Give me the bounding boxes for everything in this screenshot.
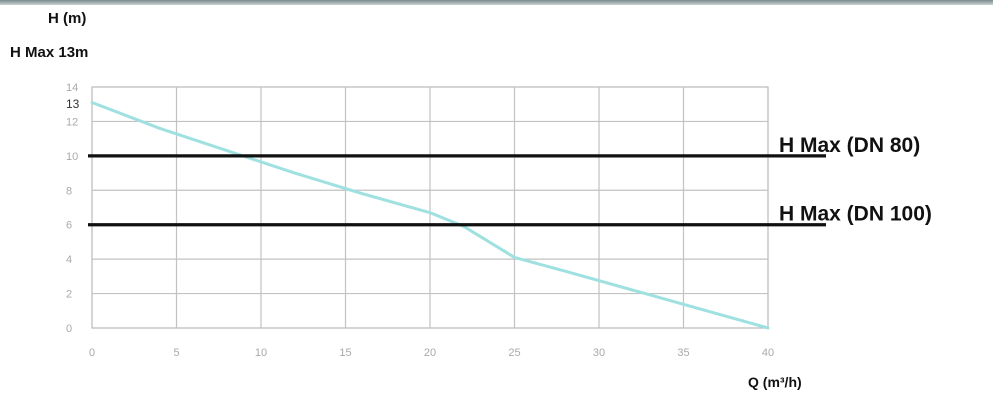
- y-tick-0: 0: [66, 323, 72, 335]
- x-tick-15: 15: [339, 347, 351, 359]
- top-rule: [0, 0, 993, 5]
- y-tick-13: 13: [66, 97, 80, 111]
- curve-line-0: [90, 100, 770, 330]
- y-tick-4: 4: [66, 254, 72, 266]
- y-tick-2: 2: [66, 289, 72, 301]
- x-tick-5: 5: [173, 347, 179, 359]
- x-tick-labels: 0 5 10 15 20 25 30 35 40: [89, 347, 774, 359]
- ref-label-1: H Max (DN 100): [779, 203, 932, 226]
- x-tick-40: 40: [762, 347, 774, 359]
- series-group: [90, 100, 770, 330]
- y-max-note: H Max 13m: [10, 44, 89, 61]
- x-axis-label: Q (m³/h): [748, 374, 802, 390]
- x-tick-35: 35: [677, 347, 689, 359]
- ref-label-0: H Max (DN 80): [779, 134, 920, 157]
- y-tick-10: 10: [66, 151, 78, 163]
- x-tick-20: 20: [424, 347, 436, 359]
- grid: [91, 86, 769, 329]
- y-tick-8: 8: [66, 185, 72, 197]
- y-tick-12: 12: [66, 116, 78, 128]
- reference-lines: H Max (DN 80) H Max (DN 100): [88, 134, 932, 227]
- y-tick-6: 6: [66, 220, 72, 232]
- y-tick-14: 14: [66, 82, 78, 94]
- x-tick-25: 25: [508, 347, 520, 359]
- x-tick-0: 0: [89, 347, 95, 359]
- y-tick-labels: 0 2 4 6 8 10 12 13 14: [66, 82, 80, 335]
- y-axis-unit-label: H (m): [48, 10, 87, 27]
- x-tick-30: 30: [593, 347, 605, 359]
- x-tick-10: 10: [255, 347, 267, 359]
